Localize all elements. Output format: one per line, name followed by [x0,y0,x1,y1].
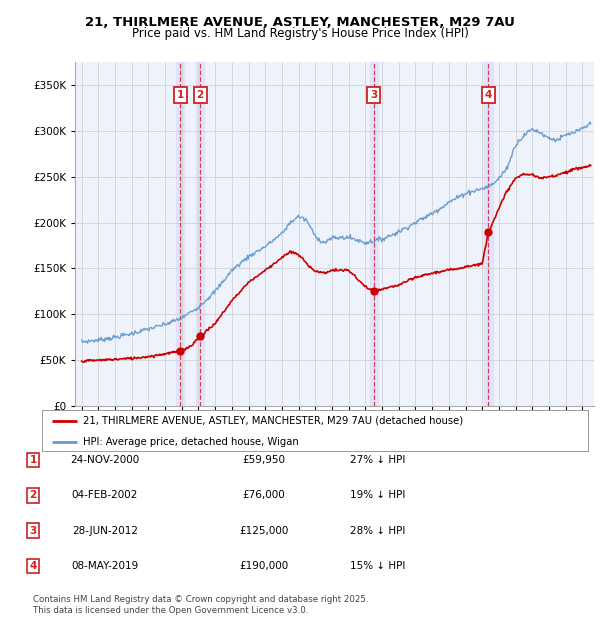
Text: 3: 3 [29,526,37,536]
Text: 15% ↓ HPI: 15% ↓ HPI [350,561,406,571]
Text: £59,950: £59,950 [242,455,286,465]
Text: 24-NOV-2000: 24-NOV-2000 [70,455,140,465]
Bar [370,62,378,406]
Text: 21, THIRLMERE AVENUE, ASTLEY, MANCHESTER, M29 7AU: 21, THIRLMERE AVENUE, ASTLEY, MANCHESTER… [85,16,515,29]
Text: 08-MAY-2019: 08-MAY-2019 [71,561,139,571]
Text: 1: 1 [176,90,184,100]
Text: 2: 2 [197,90,204,100]
Bar [176,62,184,406]
Text: 3: 3 [370,90,377,100]
Text: 4: 4 [485,90,492,100]
Text: 04-FEB-2002: 04-FEB-2002 [72,490,138,500]
Text: 21, THIRLMERE AVENUE, ASTLEY, MANCHESTER, M29 7AU (detached house): 21, THIRLMERE AVENUE, ASTLEY, MANCHESTER… [83,415,463,425]
Text: 28-JUN-2012: 28-JUN-2012 [72,526,138,536]
Text: 28% ↓ HPI: 28% ↓ HPI [350,526,406,536]
Text: 4: 4 [29,561,37,571]
Text: Price paid vs. HM Land Registry's House Price Index (HPI): Price paid vs. HM Land Registry's House … [131,27,469,40]
Text: 19% ↓ HPI: 19% ↓ HPI [350,490,406,500]
Bar [484,62,493,406]
Text: £125,000: £125,000 [239,526,289,536]
Text: £190,000: £190,000 [239,561,289,571]
Text: Contains HM Land Registry data © Crown copyright and database right 2025.: Contains HM Land Registry data © Crown c… [33,595,368,604]
Text: HPI: Average price, detached house, Wigan: HPI: Average price, detached house, Wiga… [83,437,299,447]
Bar [196,62,205,406]
Text: 1: 1 [29,455,37,465]
Text: £76,000: £76,000 [242,490,286,500]
Text: This data is licensed under the Open Government Licence v3.0.: This data is licensed under the Open Gov… [33,606,308,615]
Text: 27% ↓ HPI: 27% ↓ HPI [350,455,406,465]
Text: 2: 2 [29,490,37,500]
